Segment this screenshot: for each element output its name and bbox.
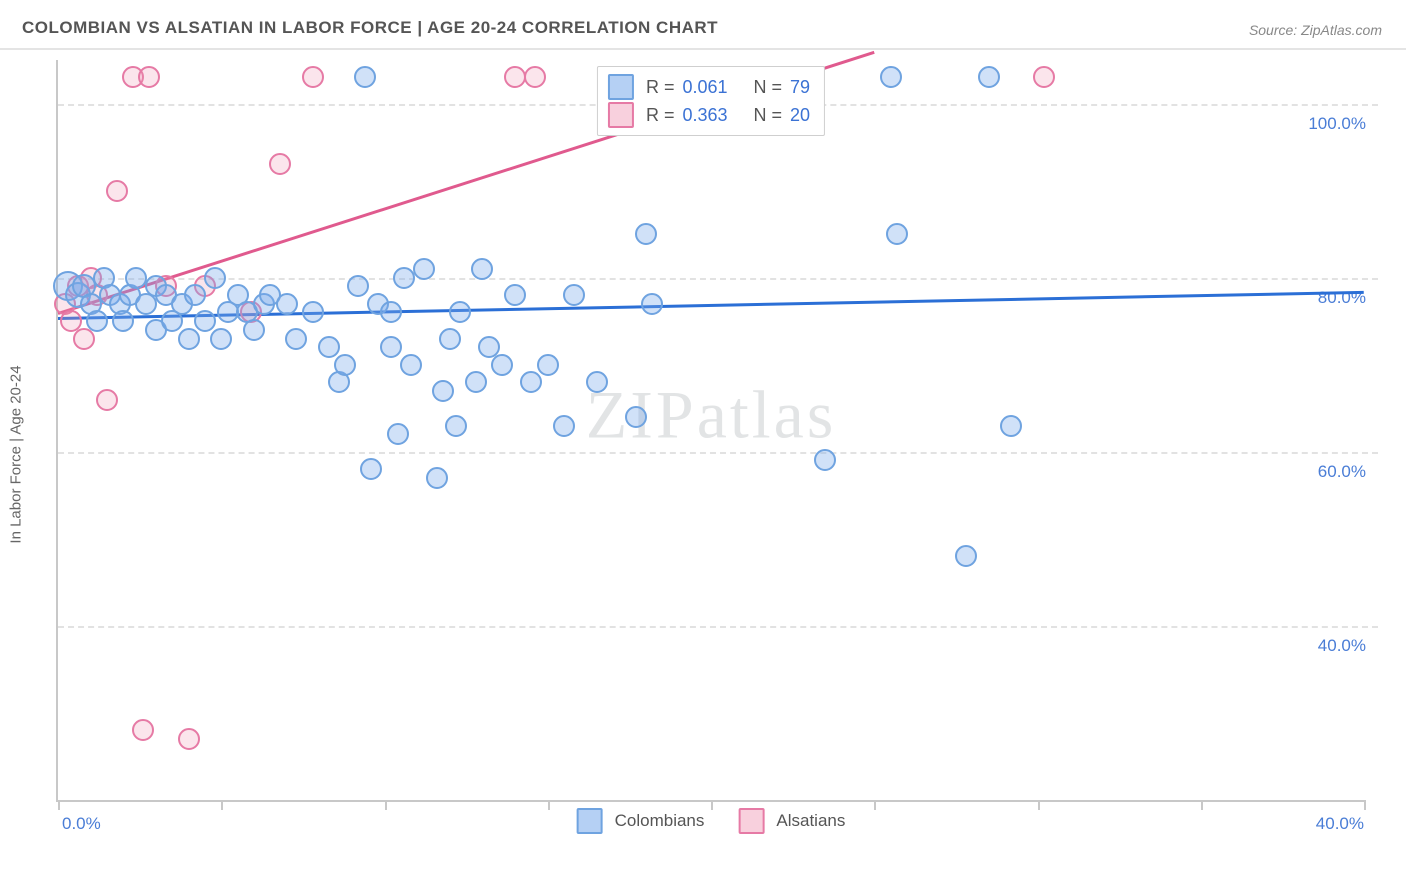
data-point (413, 258, 435, 280)
scatter-plot: ZIPatlas R = 0.061 N = 79 R = 0.363 N = … (56, 60, 1364, 802)
swatch-icon (608, 102, 634, 128)
data-point (586, 371, 608, 393)
data-point (285, 328, 307, 350)
r-value: 0.363 (682, 101, 727, 129)
data-point (553, 415, 575, 437)
r-value: 0.061 (682, 73, 727, 101)
data-point (106, 180, 128, 202)
x-tick (58, 800, 60, 810)
source-attribution: Source: ZipAtlas.com (1249, 22, 1382, 38)
data-point (302, 66, 324, 88)
x-tick (385, 800, 387, 810)
data-point (210, 328, 232, 350)
y-tick-label: 80.0% (1314, 286, 1370, 310)
data-point (978, 66, 1000, 88)
chart-header: COLOMBIAN VS ALSATIAN IN LABOR FORCE | A… (0, 0, 1406, 50)
data-point (955, 545, 977, 567)
data-point (524, 66, 546, 88)
legend-row-colombians: R = 0.061 N = 79 (608, 73, 810, 101)
data-point (449, 301, 471, 323)
data-point (641, 293, 663, 315)
data-point (112, 310, 134, 332)
legend-item-alsatians: Alsatians (738, 808, 845, 834)
data-point (471, 258, 493, 280)
y-tick-label: 100.0% (1304, 112, 1370, 136)
data-point (360, 458, 382, 480)
y-axis-label: In Labor Force | Age 20-24 (8, 365, 25, 543)
watermark: ZIPatlas (586, 376, 837, 455)
y-tick-label: 40.0% (1314, 634, 1370, 658)
gridline (58, 452, 1378, 454)
x-tick (1201, 800, 1203, 810)
data-point (465, 371, 487, 393)
data-point (1000, 415, 1022, 437)
series-legend: Colombians Alsatians (577, 808, 846, 834)
x-tick (1364, 800, 1366, 810)
x-tick-label: 0.0% (62, 814, 101, 834)
n-label: N = (754, 73, 783, 101)
x-tick (711, 800, 713, 810)
data-point (1033, 66, 1055, 88)
data-point (347, 275, 369, 297)
correlation-legend: R = 0.061 N = 79 R = 0.363 N = 20 (597, 66, 825, 136)
data-point (194, 310, 216, 332)
data-point (354, 66, 376, 88)
data-point (537, 354, 559, 376)
x-tick (1038, 800, 1040, 810)
data-point (96, 389, 118, 411)
n-value: 79 (790, 73, 810, 101)
r-label: R = (646, 101, 675, 129)
legend-item-colombians: Colombians (577, 808, 705, 834)
data-point (380, 336, 402, 358)
x-tick-label: 40.0% (1316, 814, 1364, 834)
x-tick (874, 800, 876, 810)
data-point (886, 223, 908, 245)
data-point (880, 66, 902, 88)
swatch-icon (608, 74, 634, 100)
swatch-icon (738, 808, 764, 834)
data-point (400, 354, 422, 376)
data-point (204, 267, 226, 289)
n-value: 20 (790, 101, 810, 129)
n-label: N = (754, 101, 783, 129)
x-tick (221, 800, 223, 810)
data-point (504, 284, 526, 306)
data-point (491, 354, 513, 376)
data-point (439, 328, 461, 350)
chart-area: In Labor Force | Age 20-24 ZIPatlas R = … (40, 56, 1380, 836)
data-point (178, 328, 200, 350)
data-point (269, 153, 291, 175)
x-tick (548, 800, 550, 810)
legend-label: Colombians (615, 811, 705, 831)
chart-title: COLOMBIAN VS ALSATIAN IN LABOR FORCE | A… (22, 18, 718, 38)
data-point (86, 310, 108, 332)
data-point (635, 223, 657, 245)
r-label: R = (646, 73, 675, 101)
data-point (184, 284, 206, 306)
data-point (520, 371, 542, 393)
data-point (432, 380, 454, 402)
data-point (302, 301, 324, 323)
data-point (243, 319, 265, 341)
data-point (563, 284, 585, 306)
data-point (387, 423, 409, 445)
data-point (334, 354, 356, 376)
gridline (58, 626, 1378, 628)
data-point (625, 406, 647, 428)
legend-row-alsatians: R = 0.363 N = 20 (608, 101, 810, 129)
data-point (276, 293, 298, 315)
data-point (445, 415, 467, 437)
data-point (318, 336, 340, 358)
data-point (138, 66, 160, 88)
data-point (132, 719, 154, 741)
data-point (426, 467, 448, 489)
gridline (58, 278, 1378, 280)
data-point (380, 301, 402, 323)
data-point (178, 728, 200, 750)
legend-label: Alsatians (776, 811, 845, 831)
data-point (814, 449, 836, 471)
swatch-icon (577, 808, 603, 834)
y-tick-label: 60.0% (1314, 460, 1370, 484)
